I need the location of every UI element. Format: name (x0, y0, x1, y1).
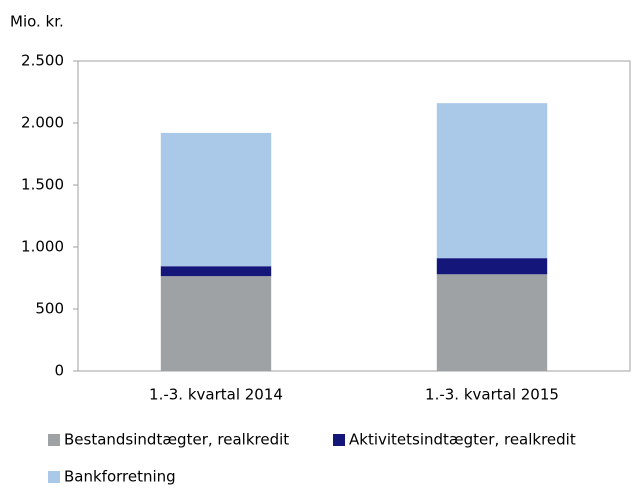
legend-label: Bestandsindtægter, realkredit (64, 431, 289, 449)
bar-segment (436, 274, 548, 371)
bar-segment (160, 132, 272, 267)
y-tick-label: 2.000 (21, 114, 64, 132)
plot-frame (77, 60, 631, 372)
legend-swatch (333, 434, 345, 446)
y-tick-label: 1.000 (21, 238, 64, 256)
legend-swatch (48, 434, 60, 446)
y-axis-label: Mio. kr. (10, 13, 64, 31)
legend-swatch (48, 471, 60, 483)
y-tick-label: 0 (54, 362, 64, 380)
bar-segment (436, 258, 548, 275)
bar-segment (160, 276, 272, 371)
bar-segment (160, 266, 272, 277)
y-tick-label: 500 (35, 300, 64, 318)
x-tick-label: 1.-3. kvartal 2015 (425, 386, 559, 404)
legend-label: Bankforretning (64, 468, 176, 486)
x-tick-label: 1.-3. kvartal 2014 (149, 386, 283, 404)
bar-segment (436, 103, 548, 259)
y-tick-label: 1.500 (21, 176, 64, 194)
legend-label: Aktivitetsindtægter, realkredit (349, 431, 576, 449)
y-tick-label: 2.500 (21, 52, 64, 70)
